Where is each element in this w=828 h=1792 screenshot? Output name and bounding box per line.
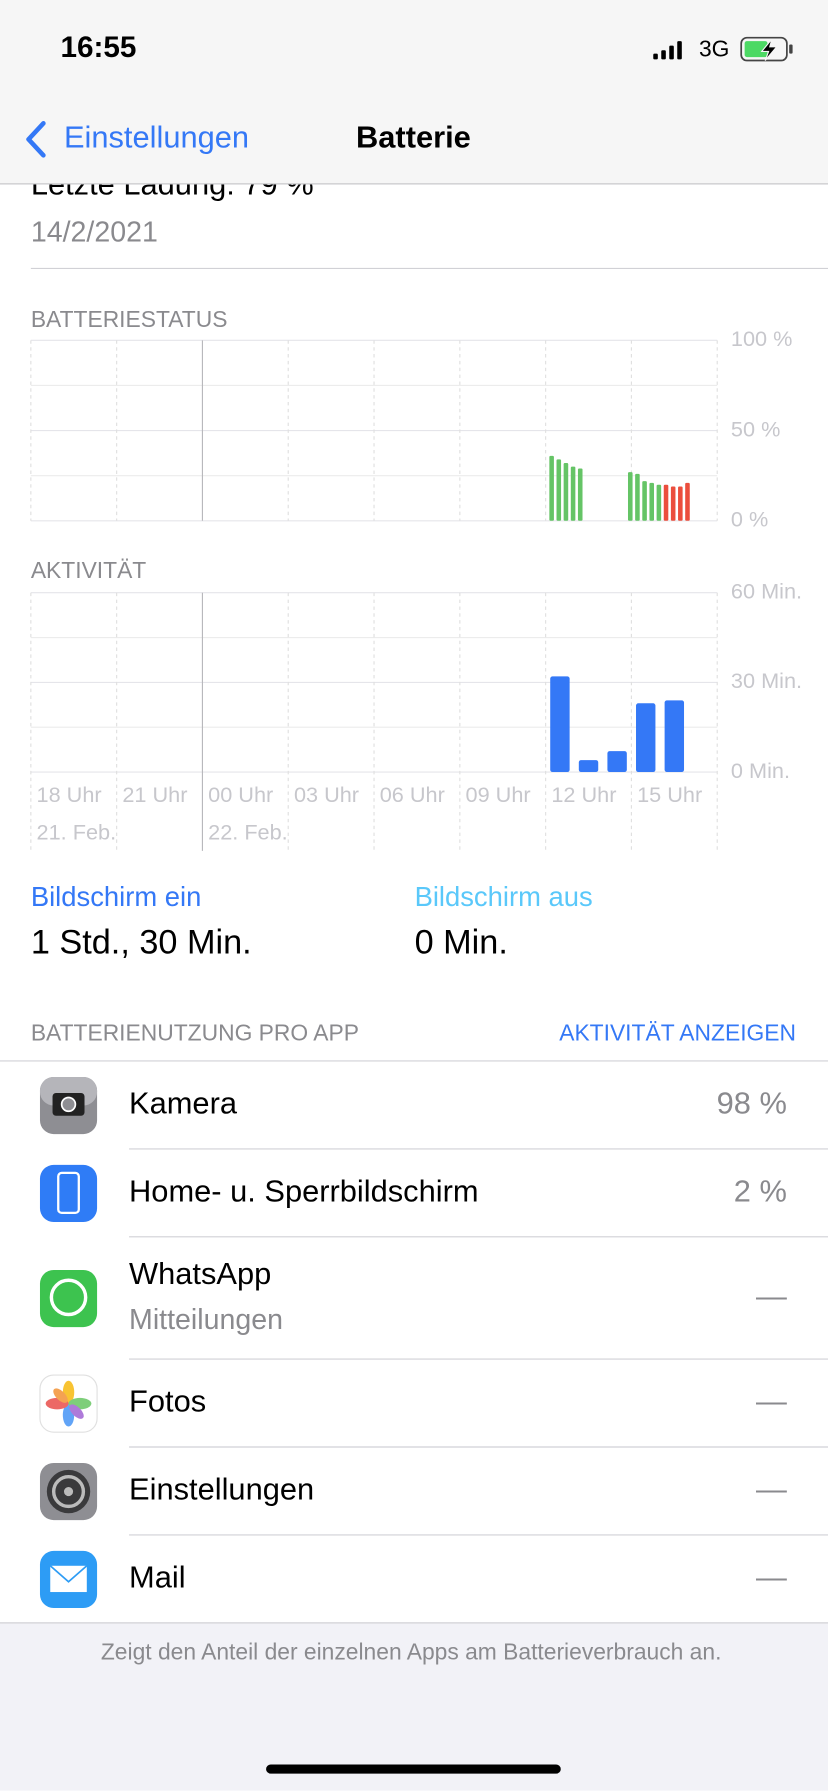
app-share: — xyxy=(756,1384,787,1419)
app-row[interactable]: Home- u. Sperrbildschirm 2 % xyxy=(39,1164,787,1223)
battery-bar xyxy=(685,482,690,521)
app-share: — xyxy=(756,1560,787,1595)
home-indicator[interactable] xyxy=(266,1764,561,1774)
screen-off-label: Bildschirm aus xyxy=(415,881,593,912)
y-tick-label: 60 Min. xyxy=(731,578,802,603)
activity-bar xyxy=(550,676,570,773)
app-row[interactable]: Fotos — xyxy=(39,1374,787,1433)
app-name: WhatsApp xyxy=(129,1256,271,1291)
y-tick-label: 100 % xyxy=(731,326,793,351)
screen-off-value: 0 Min. xyxy=(415,924,508,962)
back-button[interactable]: Einstellungen xyxy=(64,119,249,154)
battery-bar xyxy=(563,463,569,521)
chart-title: BATTERIESTATUS xyxy=(31,306,228,332)
battery-bar xyxy=(656,484,662,521)
battery-bar xyxy=(577,468,583,521)
y-tick-label: 0 % xyxy=(731,507,768,532)
x-tick-label: 15 Uhr xyxy=(637,782,702,807)
app-row[interactable]: Einstellungen — xyxy=(39,1462,787,1521)
x-tick-label: 21 Uhr xyxy=(122,782,187,807)
app-share: 98 % xyxy=(717,1086,787,1121)
app-name: Einstellungen xyxy=(129,1472,314,1507)
date-label: 21. Feb. xyxy=(37,819,117,844)
signal xyxy=(653,41,682,60)
app-subtitle: Mitteilungen xyxy=(129,1304,283,1336)
app-row[interactable]: Kamera 98 % xyxy=(39,1076,787,1135)
x-tick-label: 03 Uhr xyxy=(294,782,359,807)
nav-title: Batterie xyxy=(356,119,471,154)
show-activity[interactable]: AKTIVITÄT ANZEIGEN xyxy=(559,1020,796,1046)
battery-bar xyxy=(670,486,676,521)
battery-bar xyxy=(549,455,554,521)
battery-bar xyxy=(663,484,669,521)
footer-note: Zeigt den Anteil der einzelnen Apps am B… xyxy=(101,1639,722,1665)
battery-icon xyxy=(740,36,793,62)
chart-title: AKTIVITÄT xyxy=(31,557,146,583)
app-name: Kamera xyxy=(129,1086,238,1121)
battery-bar xyxy=(627,472,633,521)
last-charge-date: 14/2/2021 xyxy=(31,217,158,249)
app-share: — xyxy=(756,1472,787,1507)
back-chevron[interactable] xyxy=(26,121,46,158)
activity-bar xyxy=(578,760,599,773)
y-tick-label: 50 % xyxy=(731,416,780,441)
footer-bg xyxy=(0,1622,828,1791)
app-share: — xyxy=(756,1279,787,1314)
y-tick-label: 0 Min. xyxy=(731,758,790,783)
x-tick-label: 12 Uhr xyxy=(551,782,616,807)
charts: 100 % 50 % 0 % 60 Min. 30 Min. 0 Min. 18 Uhr 21… xyxy=(30,326,802,851)
network: 3G xyxy=(699,35,729,61)
battery-bar xyxy=(570,466,576,521)
app-name: Home- u. Sperrbildschirm xyxy=(129,1174,478,1209)
battery-bar xyxy=(556,459,562,521)
activity-bar xyxy=(664,700,685,773)
x-tick-label: 06 Uhr xyxy=(380,782,445,807)
app-name: Fotos xyxy=(129,1384,206,1419)
battery-bar xyxy=(649,482,655,521)
battery-bar xyxy=(642,481,647,521)
usage-header: BATTERIENUTZUNG PRO APP xyxy=(31,1020,359,1046)
clock: 16:55 xyxy=(61,31,137,64)
nav-bar xyxy=(0,0,828,184)
x-tick-label: 18 Uhr xyxy=(37,782,102,807)
x-tick-label: 09 Uhr xyxy=(466,782,531,807)
app-row[interactable]: Mail — xyxy=(39,1550,787,1609)
activity-bar xyxy=(636,703,656,773)
app-row[interactable]: WhatsApp Mitteilungen — xyxy=(39,1256,787,1336)
app-name: Mail xyxy=(129,1560,186,1595)
app-share: 2 % xyxy=(734,1174,787,1209)
battery-bar xyxy=(678,486,683,521)
battery-bar xyxy=(635,473,640,521)
y-tick-label: 30 Min. xyxy=(731,668,802,693)
date-label: 22. Feb. xyxy=(208,819,288,844)
screen-on-label: Bildschirm ein xyxy=(31,881,201,912)
activity-bar xyxy=(607,751,627,773)
screen-on-value: 1 Std., 30 Min. xyxy=(31,924,252,962)
x-tick-label: 00 Uhr xyxy=(208,782,273,807)
